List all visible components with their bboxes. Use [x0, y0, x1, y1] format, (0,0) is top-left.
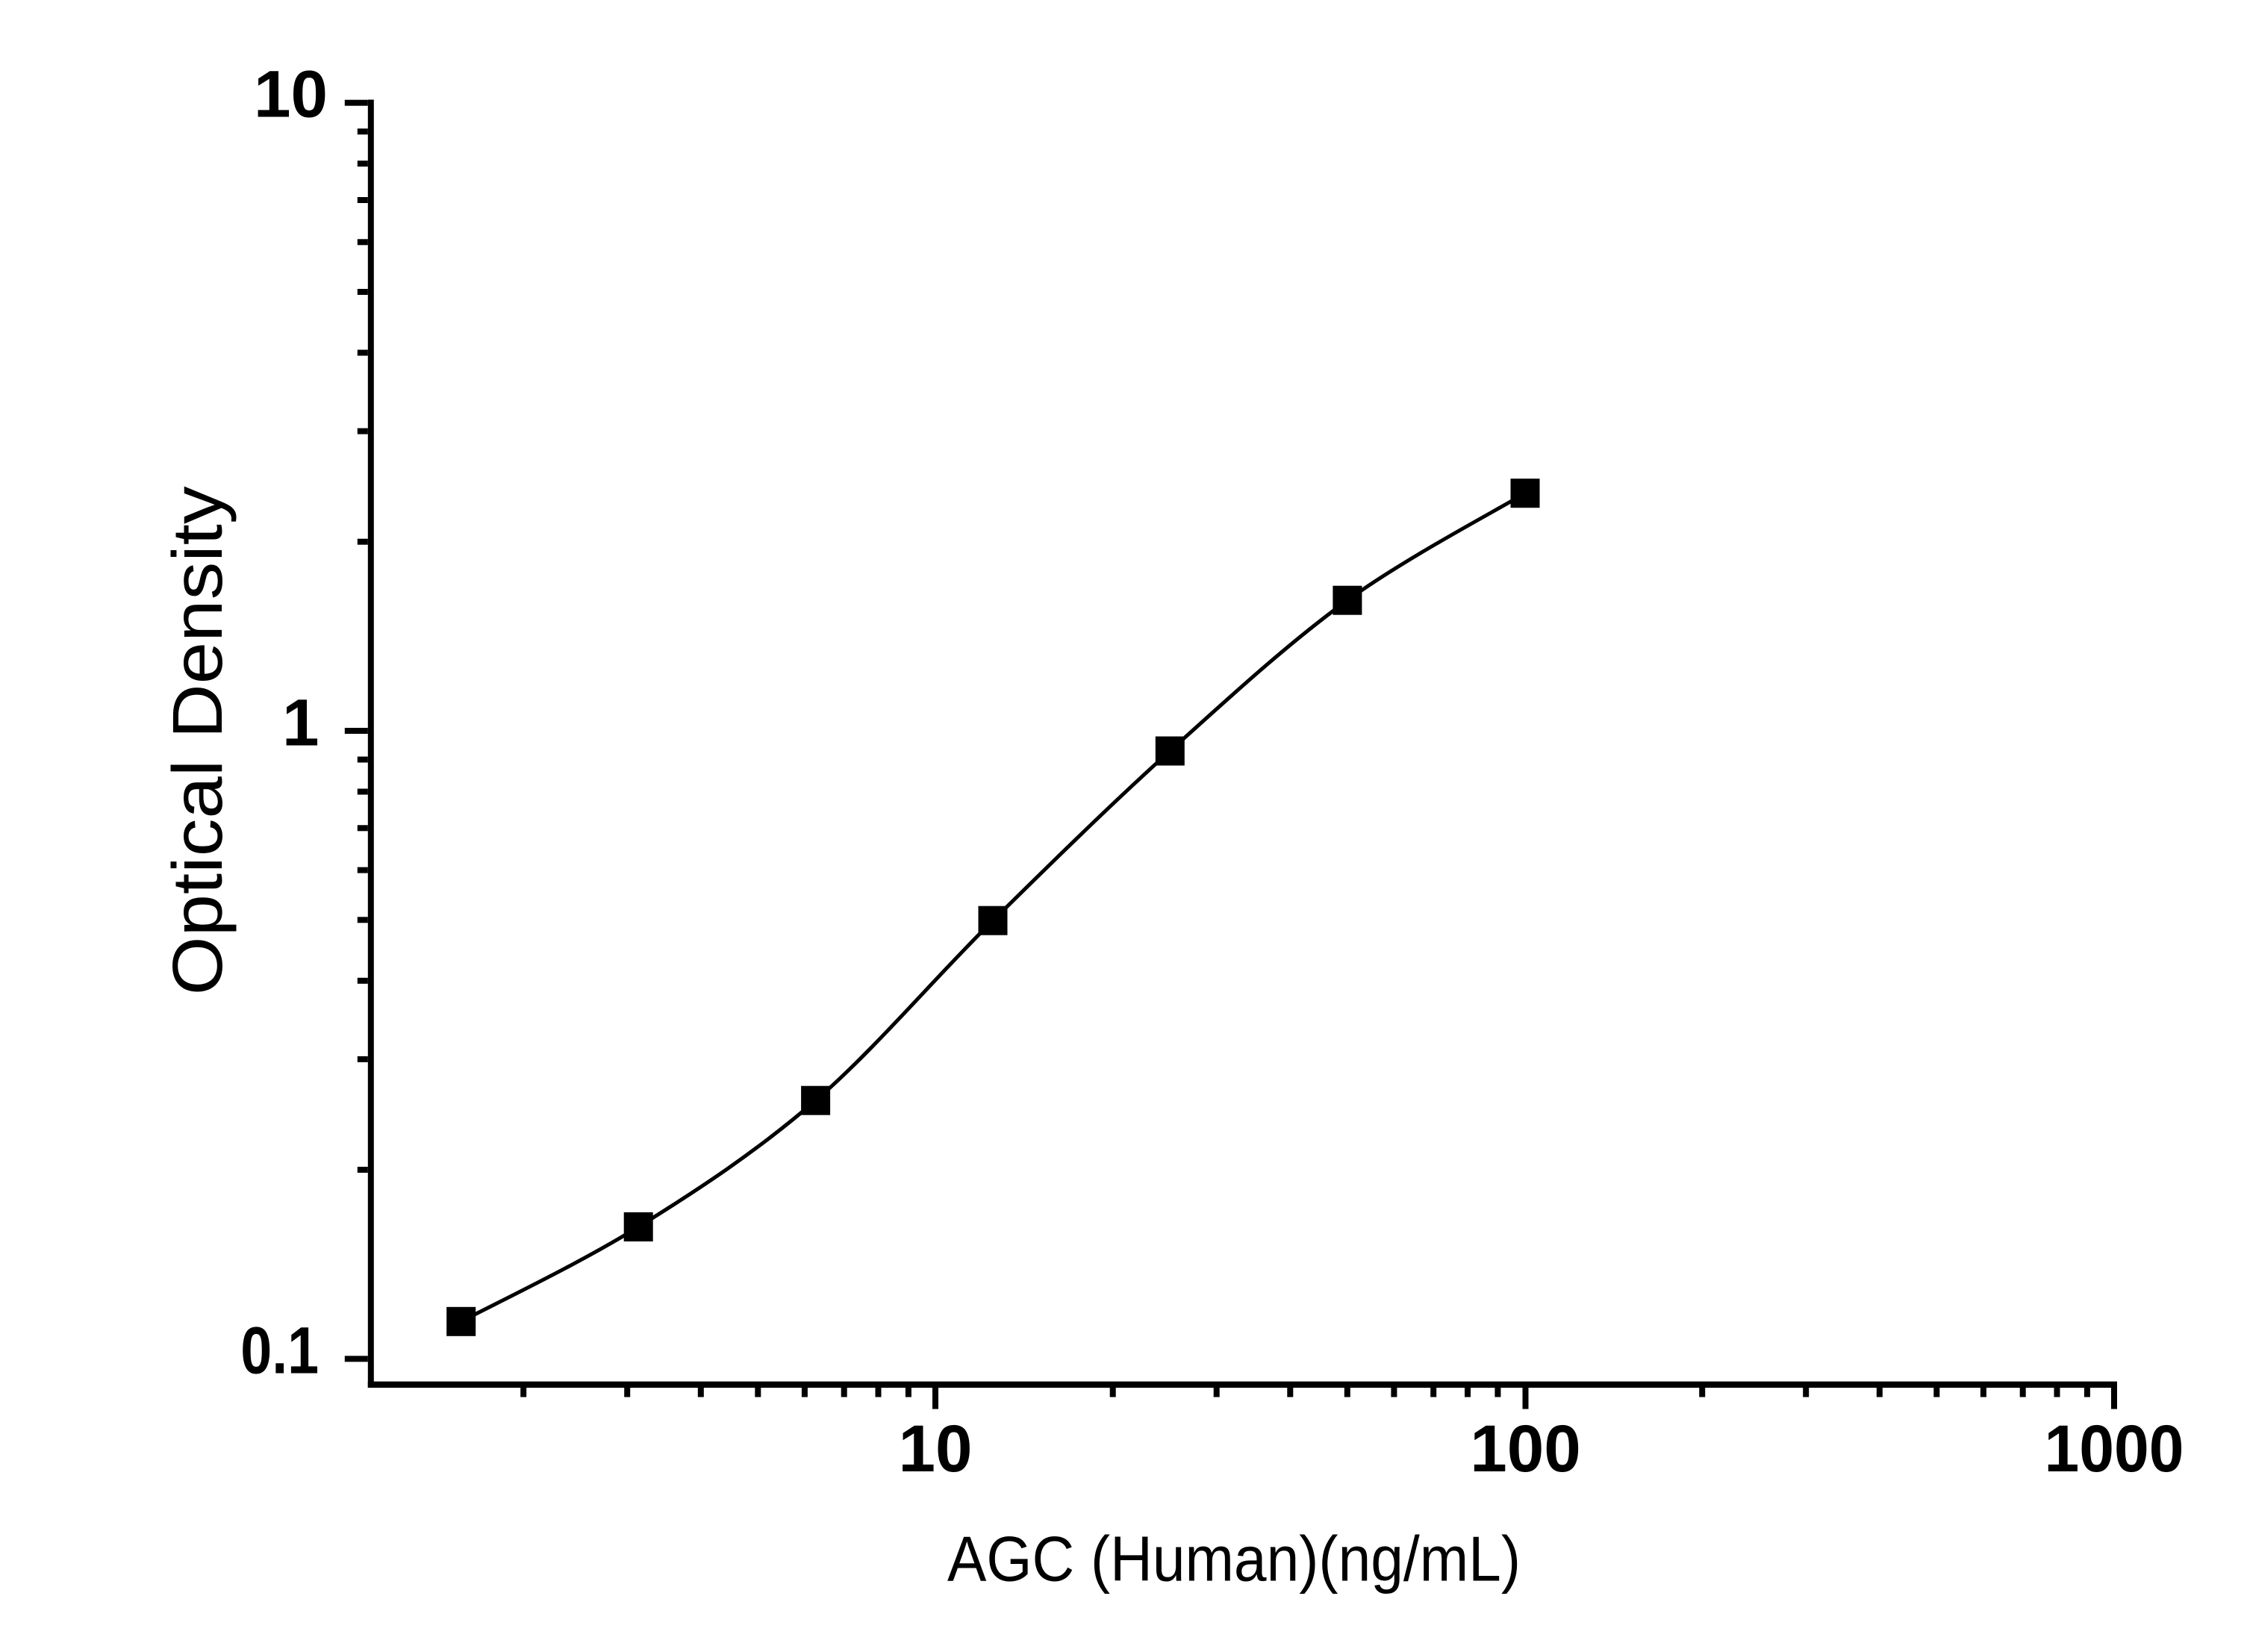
svg-text:100: 100: [1470, 1411, 1581, 1486]
svg-text:1: 1: [282, 685, 320, 759]
svg-text:10: 10: [254, 57, 328, 131]
svg-text:1000: 1000: [2045, 1411, 2184, 1486]
svg-text:10: 10: [899, 1411, 973, 1486]
svg-text:Optical Density: Optical Density: [158, 486, 237, 996]
svg-text:0.1: 0.1: [240, 1312, 319, 1387]
svg-text:AGC (Human)(ng/mL): AGC (Human)(ng/mL): [947, 1524, 1521, 1595]
